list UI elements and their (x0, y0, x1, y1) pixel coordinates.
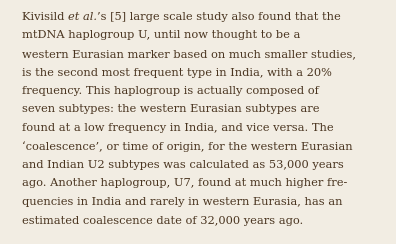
Text: ago. Another haplogroup, U7, found at much higher fre-: ago. Another haplogroup, U7, found at mu… (22, 179, 347, 189)
Text: quencies in India and rarely in western Eurasia, has an: quencies in India and rarely in western … (22, 197, 343, 207)
Text: and Indian U2 subtypes was calculated as 53,000 years: and Indian U2 subtypes was calculated as… (22, 160, 344, 170)
Text: seven subtypes: the western Eurasian subtypes are: seven subtypes: the western Eurasian sub… (22, 104, 320, 114)
Text: frequency. This haplogroup is actually composed of: frequency. This haplogroup is actually c… (22, 86, 319, 96)
Text: et al.: et al. (68, 12, 97, 22)
Text: estimated coalescence date of 32,000 years ago.: estimated coalescence date of 32,000 yea… (22, 215, 303, 225)
Text: western Eurasian marker based on much smaller studies,: western Eurasian marker based on much sm… (22, 49, 356, 59)
Text: ‘coalescence’, or time of origin, for the western Eurasian: ‘coalescence’, or time of origin, for th… (22, 142, 352, 152)
Text: Kivisild: Kivisild (22, 12, 68, 22)
Text: mtDNA haplogroup U, until now thought to be a: mtDNA haplogroup U, until now thought to… (22, 30, 301, 41)
Text: ’s [5] large scale study also found that the: ’s [5] large scale study also found that… (97, 12, 341, 22)
Text: is the second most frequent type in India, with a 20%: is the second most frequent type in Indi… (22, 68, 332, 78)
Text: found at a low frequency in India, and vice versa. The: found at a low frequency in India, and v… (22, 123, 333, 133)
